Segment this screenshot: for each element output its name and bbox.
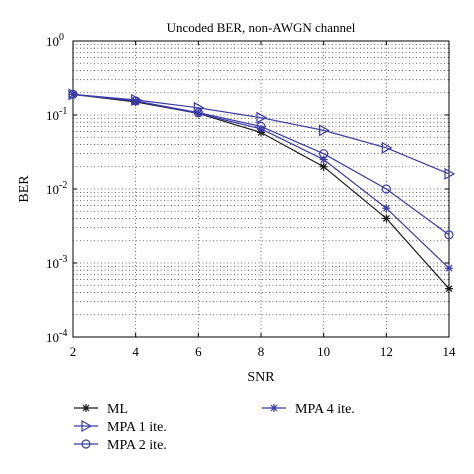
legend-entry: MPA 1 ite. — [74, 419, 167, 435]
legend: ML MPA 1 ite. MPA 2 ite. MPA 4 ite. — [74, 402, 355, 453]
legend-entry: MPA 2 ite. — [74, 438, 167, 453]
data-point — [81, 419, 93, 433]
x-tick-label: 12 — [380, 344, 393, 359]
data-point — [444, 167, 456, 180]
y-axis-label: BER — [17, 175, 32, 203]
data-point — [257, 124, 265, 133]
chart-title: Uncoded BER, non-AWGN channel — [167, 20, 356, 35]
y-tick-label: 10-4 — [46, 328, 67, 345]
data-point — [319, 162, 328, 171]
data-point — [381, 184, 391, 194]
x-tick-label: 10 — [317, 344, 330, 359]
y-tick-label: 100 — [46, 32, 64, 49]
data-point — [445, 284, 453, 293]
data-point — [381, 141, 393, 154]
data-point — [194, 109, 203, 118]
y-tick-label: 10-1 — [46, 106, 67, 123]
data-point — [319, 155, 328, 164]
data-point — [444, 230, 454, 240]
data-point — [319, 124, 330, 137]
legend-label: MPA 4 ite. — [295, 402, 355, 417]
data-point — [256, 111, 268, 124]
data-point — [270, 404, 278, 412]
data-point — [382, 214, 391, 223]
data-point — [82, 404, 90, 412]
x-axis-label: SNR — [247, 370, 275, 385]
x-tick-label: 14 — [443, 344, 457, 359]
legend-label: MPA 1 ite. — [107, 420, 167, 435]
legend-label: ML — [107, 402, 128, 417]
series-mpa-4-ite — [69, 90, 453, 273]
data-point — [445, 264, 453, 273]
series-group — [68, 88, 456, 293]
x-tick-label: 8 — [258, 344, 265, 359]
grid — [73, 41, 449, 337]
y-tick-label: 10-3 — [46, 254, 67, 271]
y-tick-label: 10-2 — [46, 180, 67, 197]
legend-label: MPA 2 ite. — [107, 438, 167, 453]
data-point — [131, 96, 140, 105]
data-point — [382, 204, 391, 213]
data-point — [69, 90, 77, 99]
x-tick-label: 6 — [195, 344, 202, 359]
legend-entry: MPA 4 ite. — [262, 402, 355, 417]
data-point — [81, 439, 91, 449]
axis-ticks: 2 4 6 8 10 12 14 100 10-1 10-2 10-3 10-4 — [46, 32, 456, 359]
legend-entry: ML — [74, 402, 128, 417]
x-tick-label: 4 — [132, 344, 139, 359]
x-tick-label: 2 — [70, 344, 77, 359]
